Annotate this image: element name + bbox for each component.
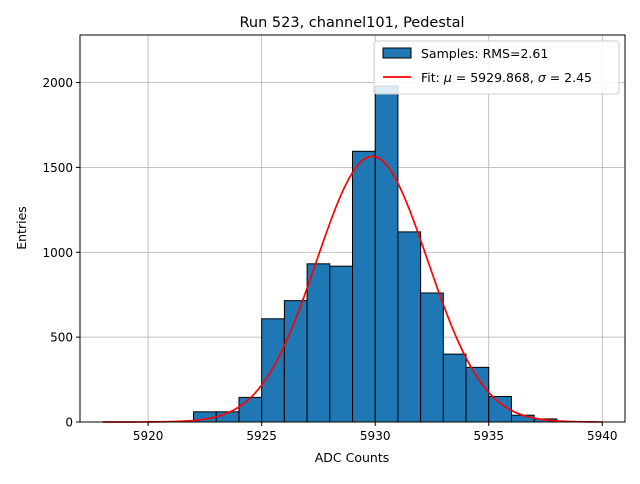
legend-fit-label: Fit: μ = 5929.868, σ = 2.45 — [421, 70, 592, 85]
histogram-bar — [262, 319, 285, 422]
y-axis-label: Entries — [14, 206, 29, 250]
y-tick-label: 500 — [50, 331, 73, 345]
histogram-bar — [511, 415, 534, 422]
x-tick-label: 5935 — [473, 429, 504, 443]
histogram-bar — [330, 266, 353, 422]
x-tick-label: 5925 — [246, 429, 277, 443]
histogram-bar — [353, 151, 376, 422]
histogram-bar — [466, 367, 489, 422]
legend: Samples: RMS=2.61 Fit: μ = 5929.868, σ =… — [374, 41, 619, 94]
y-tick-label: 0 — [65, 416, 73, 430]
y-tick-label: 2000 — [42, 76, 73, 90]
legend-samples-swatch — [383, 48, 411, 58]
histogram-bar — [239, 397, 262, 422]
x-tick-label: 5940 — [587, 429, 618, 443]
y-tick-label: 1000 — [42, 246, 73, 260]
x-tick-label: 5920 — [133, 429, 164, 443]
y-tick-label: 1500 — [42, 161, 73, 175]
histogram-bar — [375, 86, 398, 422]
chart-title: Run 523, channel101, Pedestal — [239, 15, 464, 31]
histogram-bar — [421, 293, 444, 422]
histogram-bar — [443, 354, 466, 422]
histogram-bar — [398, 232, 421, 422]
x-axis-label: ADC Counts — [315, 450, 390, 465]
histogram-bar — [307, 264, 330, 422]
legend-samples-label: Samples: RMS=2.61 — [421, 46, 548, 61]
x-tick-label: 5930 — [360, 429, 391, 443]
